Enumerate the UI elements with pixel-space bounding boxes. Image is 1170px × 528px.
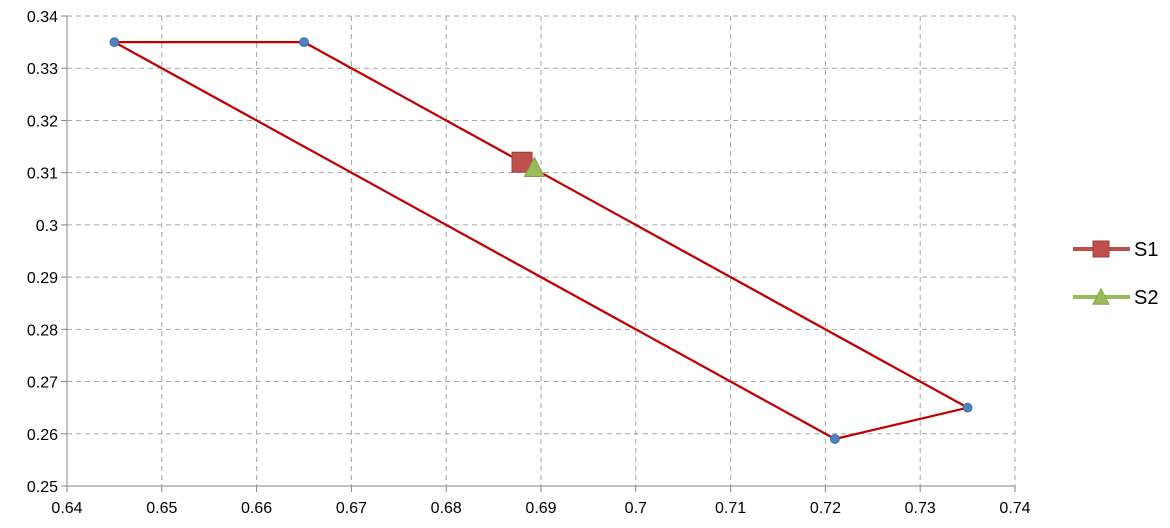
legend-marker-s1 (1092, 240, 1110, 258)
x-tick-label: 0.66 (241, 500, 272, 517)
outline-vertex-point (109, 37, 120, 48)
legend-item-s1: S1 (1073, 239, 1158, 261)
outline-series (109, 37, 973, 444)
y-tick-label: 0.29 (27, 270, 58, 287)
y-tick-label: 0.28 (27, 322, 58, 339)
grid-lines (67, 15, 1016, 486)
outline-vertex-point (962, 402, 973, 413)
y-tick-label: 0.27 (27, 375, 58, 392)
legend-item-s2: S2 (1073, 287, 1158, 309)
legend-marker-s2 (1092, 287, 1110, 305)
x-tick-label: 0.68 (431, 500, 462, 517)
data-series (511, 151, 546, 177)
x-tick-label: 0.74 (999, 500, 1030, 517)
legend-label-s2: S2 (1134, 287, 1158, 309)
y-tick-label: 0.3 (36, 218, 58, 235)
legend: S1 S2 (1073, 239, 1158, 309)
y-tick-label: 0.32 (27, 113, 58, 130)
x-tick-label: 0.71 (715, 500, 746, 517)
x-tick-label: 0.65 (146, 500, 177, 517)
outline-vertex-point (299, 37, 309, 48)
x-tick-label: 0.67 (336, 500, 367, 517)
y-tick-label: 0.26 (27, 427, 58, 444)
outline-vertex-point (829, 434, 840, 444)
x-tick-label: 0.64 (51, 500, 82, 517)
axes (61, 15, 1016, 492)
y-tick-label: 0.34 (27, 9, 58, 26)
legend-label-s1: S1 (1134, 239, 1158, 261)
y-tick-label: 0.25 (27, 479, 58, 496)
y-tick-label: 0.31 (27, 166, 58, 183)
x-tick-label: 0.73 (905, 500, 936, 517)
x-tick-label: 0.72 (810, 500, 841, 517)
y-tick-label: 0.33 (27, 61, 58, 78)
tick-labels: 0.64 0.65 0.66 0.67 0.68 0.69 0.7 0.71 0.72 0.73 0… (27, 9, 1031, 517)
s2-data-point (523, 156, 546, 177)
x-tick-label: 0.69 (525, 500, 556, 517)
x-tick-label: 0.7 (625, 500, 647, 517)
